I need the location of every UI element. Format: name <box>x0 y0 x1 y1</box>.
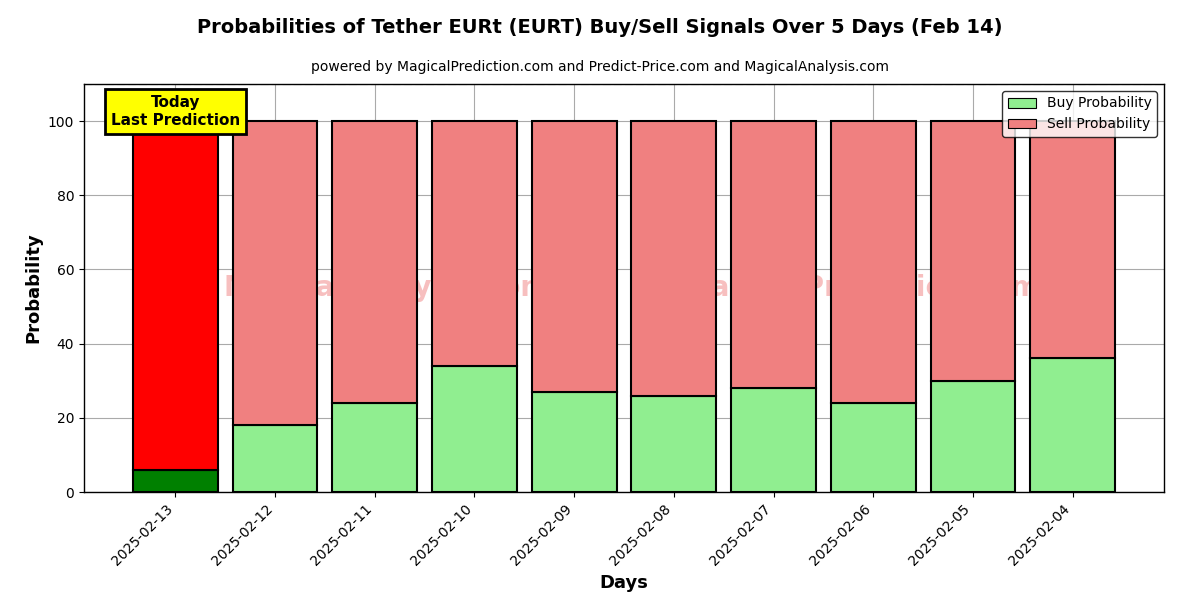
Bar <box>731 388 816 492</box>
Bar <box>930 121 1015 381</box>
Bar <box>133 121 218 470</box>
X-axis label: Days: Days <box>600 574 648 592</box>
Bar <box>532 392 617 492</box>
Bar <box>1030 358 1115 492</box>
Bar <box>532 121 617 392</box>
Bar <box>332 403 418 492</box>
Bar <box>830 121 916 403</box>
Bar <box>233 425 318 492</box>
Bar <box>631 395 716 492</box>
Legend: Buy Probability, Sell Probability: Buy Probability, Sell Probability <box>1002 91 1157 137</box>
Text: MagicalAnalysis.com: MagicalAnalysis.com <box>223 274 550 302</box>
Text: powered by MagicalPrediction.com and Predict-Price.com and MagicalAnalysis.com: powered by MagicalPrediction.com and Pre… <box>311 60 889 74</box>
Text: Probabilities of Tether EURt (EURT) Buy/Sell Signals Over 5 Days (Feb 14): Probabilities of Tether EURt (EURT) Buy/… <box>197 18 1003 37</box>
Text: Today
Last Prediction: Today Last Prediction <box>110 95 240 128</box>
Bar <box>631 121 716 395</box>
Bar <box>332 121 418 403</box>
Bar <box>930 381 1015 492</box>
Bar <box>133 470 218 492</box>
Bar <box>830 403 916 492</box>
Bar <box>233 121 318 425</box>
Bar <box>1030 121 1115 358</box>
Bar <box>731 121 816 388</box>
Y-axis label: Probability: Probability <box>24 233 42 343</box>
Text: MagicalPrediction.com: MagicalPrediction.com <box>683 274 1040 302</box>
Bar <box>432 121 517 366</box>
Bar <box>432 366 517 492</box>
